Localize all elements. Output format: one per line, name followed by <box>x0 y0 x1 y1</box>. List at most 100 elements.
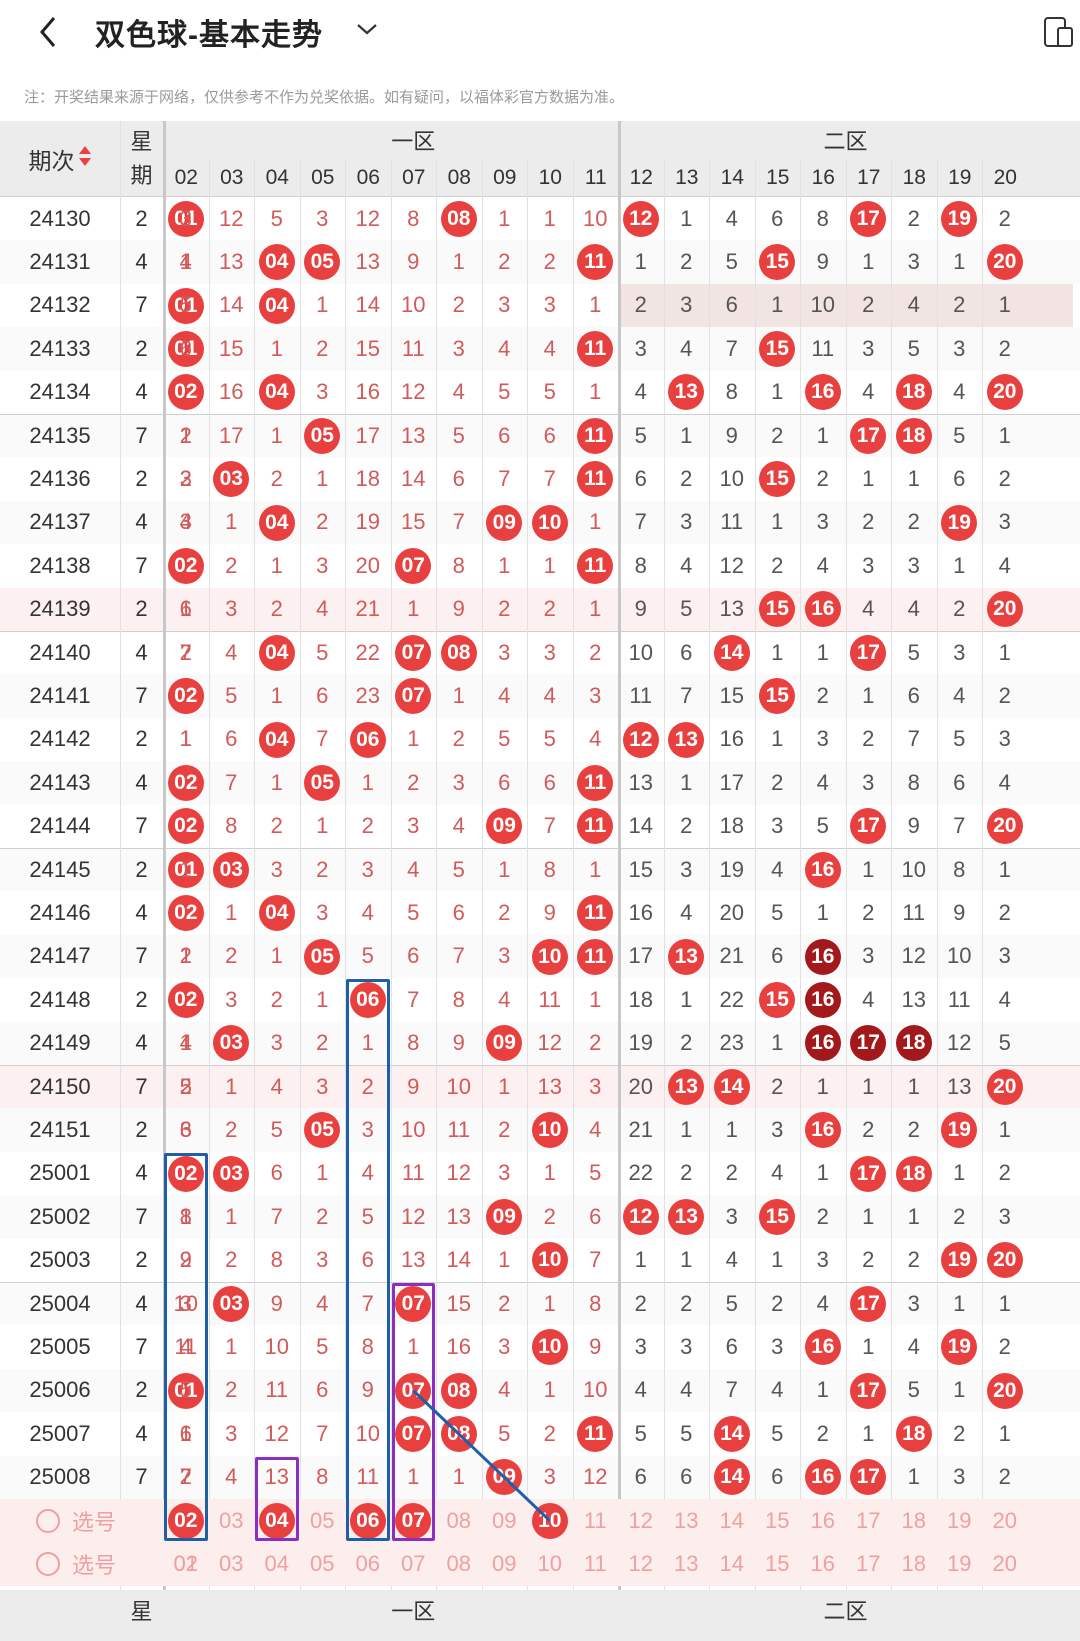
ball-hit[interactable]: 10 <box>531 938 568 975</box>
column-header-19[interactable]: 19 <box>936 159 982 197</box>
column-header-10[interactable]: 10 <box>527 159 573 197</box>
pick-ball-selected[interactable]: 02 <box>167 1502 204 1539</box>
pick-number[interactable]: 15 <box>765 1551 790 1577</box>
pick-number[interactable]: 03 <box>219 1507 244 1533</box>
ball-hit[interactable]: 14 <box>713 634 750 671</box>
ball-hit[interactable]: 11 <box>577 461 614 498</box>
period-cell[interactable]: 24134 <box>29 379 91 405</box>
pick-number[interactable]: 17 <box>856 1551 881 1577</box>
ball-hit[interactable]: 04 <box>258 504 295 541</box>
ball-hit[interactable]: 09 <box>486 1025 523 1062</box>
period-cell[interactable]: 24142 <box>29 726 91 752</box>
ball-hit[interactable]: 01 <box>167 200 204 237</box>
ball-hit[interactable]: 15 <box>759 981 796 1018</box>
pick-number[interactable]: 04 <box>264 1551 289 1577</box>
period-cell[interactable]: 24151 <box>29 1117 91 1143</box>
pick-number[interactable]: 10 <box>537 1551 562 1577</box>
ball-hit[interactable]: 03 <box>213 851 250 888</box>
ball-hit[interactable]: 17 <box>850 1155 887 1192</box>
ball-hit[interactable]: 17 <box>850 1285 887 1322</box>
column-header-04[interactable]: 04 <box>254 159 300 197</box>
ball-hit[interactable]: 20 <box>986 1068 1023 1105</box>
ball-hit[interactable]: 16 <box>804 1112 841 1149</box>
ball-hit[interactable]: 11 <box>577 938 614 975</box>
pick-number[interactable]: 14 <box>719 1507 744 1533</box>
pick-number[interactable]: 05 <box>310 1551 335 1577</box>
pick-number[interactable]: 13 <box>674 1551 699 1577</box>
ball-hit[interactable]: 19 <box>941 504 978 541</box>
device-switch-button[interactable] <box>1040 14 1076 50</box>
column-header-08[interactable]: 08 <box>436 159 482 197</box>
ball-hit[interactable]: 01 <box>167 287 204 324</box>
column-header-16[interactable]: 16 <box>800 159 846 197</box>
column-header-15[interactable]: 15 <box>754 159 800 197</box>
period-cell[interactable]: 24132 <box>29 292 91 318</box>
column-header-11[interactable]: 11 <box>572 159 618 197</box>
title-dropdown-button[interactable] <box>352 14 382 44</box>
period-cell[interactable]: 24139 <box>29 596 91 622</box>
pick-number[interactable]: 16 <box>810 1507 835 1533</box>
pick-number[interactable]: 20 <box>992 1507 1017 1533</box>
ball-hit[interactable]: 04 <box>258 721 295 758</box>
ball-hit[interactable]: 14 <box>713 1459 750 1496</box>
ball-hit[interactable]: 10 <box>531 1329 568 1366</box>
ball-hit[interactable]: 10 <box>531 504 568 541</box>
column-header-02[interactable]: 02 <box>163 159 209 197</box>
pick-number[interactable]: 07 <box>401 1551 426 1577</box>
ball-hit[interactable]: 08 <box>440 1415 477 1452</box>
ball-hit[interactable]: 15 <box>759 461 796 498</box>
period-cell[interactable]: 24149 <box>29 1030 91 1056</box>
ball-hit[interactable]: 13 <box>668 374 705 411</box>
ball-hit[interactable]: 17 <box>850 634 887 671</box>
pick-number[interactable]: 08 <box>446 1507 471 1533</box>
ball-hit[interactable]: 09 <box>486 808 523 845</box>
pick-number[interactable]: 06 <box>355 1551 380 1577</box>
ball-hit[interactable]: 12 <box>622 721 659 758</box>
ball-hit[interactable]: 11 <box>577 547 614 584</box>
ball-hit[interactable]: 17 <box>850 417 887 454</box>
period-cell[interactable]: 24137 <box>29 509 91 535</box>
ball-hit[interactable]: 13 <box>668 1068 705 1105</box>
ball-hit[interactable]: 02 <box>167 1155 204 1192</box>
period-cell[interactable]: 25004 <box>29 1290 91 1316</box>
pick-number[interactable]: 02 <box>173 1551 198 1577</box>
ball-hit[interactable]: 02 <box>167 808 204 845</box>
back-button[interactable] <box>30 8 70 52</box>
ball-hit[interactable]: 11 <box>577 1415 614 1452</box>
pick-number[interactable]: 18 <box>901 1551 926 1577</box>
pick-number[interactable]: 20 <box>992 1551 1017 1577</box>
column-header-12[interactable]: 12 <box>618 159 664 197</box>
pick-number[interactable]: 08 <box>446 1551 471 1577</box>
ball-hit[interactable]: 08 <box>440 200 477 237</box>
ball-hit[interactable]: 02 <box>167 764 204 801</box>
ball-hit[interactable]: 19 <box>941 1112 978 1149</box>
ball-hit[interactable]: 11 <box>577 808 614 845</box>
ball-hit[interactable]: 11 <box>577 764 614 801</box>
ball-hit[interactable]: 15 <box>759 678 796 715</box>
ball-hit[interactable]: 15 <box>759 1198 796 1235</box>
ball-hit[interactable]: 05 <box>304 938 341 975</box>
ball-hit[interactable]: 17 <box>850 200 887 237</box>
ball-hit[interactable]: 16 <box>804 981 841 1018</box>
ball-hit[interactable]: 12 <box>622 200 659 237</box>
ball-hit[interactable]: 04 <box>258 287 295 324</box>
pick-number[interactable]: 09 <box>492 1551 517 1577</box>
ball-hit[interactable]: 16 <box>804 1459 841 1496</box>
ball-hit[interactable]: 19 <box>941 1329 978 1366</box>
ball-hit[interactable]: 07 <box>395 678 432 715</box>
pick-ball-selected[interactable]: 04 <box>258 1502 295 1539</box>
radio-icon[interactable] <box>36 1552 60 1577</box>
period-cell[interactable]: 24144 <box>29 813 91 839</box>
pick-number[interactable]: 11 <box>583 1551 607 1577</box>
pick-number[interactable]: 16 <box>810 1551 835 1577</box>
pick-number[interactable]: 14 <box>719 1551 744 1577</box>
ball-hit[interactable]: 05 <box>304 764 341 801</box>
column-header-06[interactable]: 06 <box>345 159 391 197</box>
ball-hit[interactable]: 16 <box>804 1025 841 1062</box>
ball-hit[interactable]: 16 <box>804 374 841 411</box>
period-cell[interactable]: 24130 <box>29 205 91 231</box>
ball-hit[interactable]: 01 <box>167 330 204 367</box>
ball-hit[interactable]: 08 <box>440 1372 477 1409</box>
ball-hit[interactable]: 20 <box>986 1242 1023 1279</box>
ball-hit[interactable]: 05 <box>304 244 341 281</box>
